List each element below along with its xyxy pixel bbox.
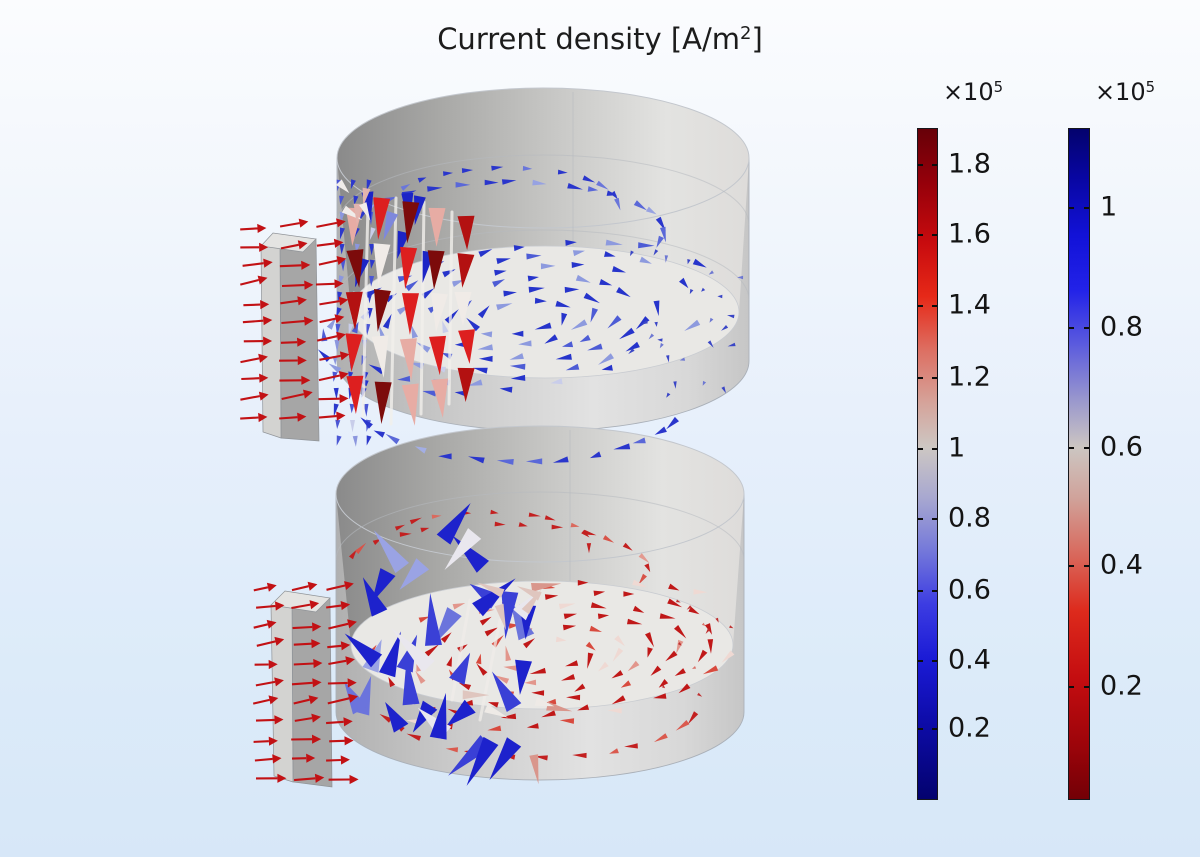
colorbar-tick [932, 377, 937, 380]
colorbar-tick [1069, 207, 1074, 210]
top-red-columns [345, 197, 475, 426]
top-rim-blue-arc-inner [400, 165, 621, 211]
colorbar-tick-label: 0.2 [1100, 670, 1143, 702]
plot-title: Current density [A/m2] [437, 22, 763, 56]
colorbar-tick-label: 1.2 [948, 361, 991, 393]
bottom-pink-medium [462, 582, 573, 785]
colorbar-tick [932, 517, 937, 520]
bottom-right-sparse [661, 599, 734, 697]
colorbar-tick [932, 164, 937, 167]
colorbar-tick [918, 517, 923, 520]
colorbar-tick [1069, 326, 1074, 329]
colorbar-tick [1084, 207, 1089, 210]
colorbar-tick [918, 234, 923, 237]
colorbar-tick [1084, 326, 1089, 329]
bottom-bottom-red-arc [379, 711, 699, 761]
colorbar-tick [918, 447, 923, 450]
colorbar-tick [932, 659, 937, 662]
colorbar-tick-label: 0.6 [1100, 431, 1143, 463]
top-pink-accents [335, 179, 371, 226]
colorbar-tick [932, 589, 937, 592]
colorbar-tick [918, 589, 923, 592]
colorbar-tick-label: 1.4 [948, 289, 991, 321]
colorbar-multiplier: ×105 [1094, 77, 1156, 106]
colorbar-tick [918, 304, 923, 307]
colorbar-tick-label: 0.8 [948, 502, 991, 534]
colorbar-tick [1084, 564, 1089, 567]
electrode-arrows-bottom [252, 581, 359, 785]
colorbar-tick-label: 1 [948, 432, 966, 464]
top-right-sparse [628, 249, 744, 398]
colorbar-tick [1069, 447, 1074, 450]
colorbar-tick [918, 377, 923, 380]
bottom-blue-thick [344, 503, 539, 786]
colorbar-tick [1084, 685, 1089, 688]
colorbar-tick [918, 164, 923, 167]
colorbar-tick-label: 0.2 [948, 712, 991, 744]
colorbar-tick [1069, 685, 1074, 688]
colorbar-right [1068, 128, 1090, 800]
colorbar-tick-label: 0.8 [1100, 311, 1143, 343]
colorbar-tick [918, 659, 923, 662]
bottom-rim-red-arc-outer [349, 521, 651, 585]
colorbar-tick [932, 234, 937, 237]
colorbar-tick [932, 447, 937, 450]
bottom-red-loops [367, 579, 735, 731]
colorbar-tick [932, 304, 937, 307]
colorbar-tick-label: 0.6 [948, 574, 991, 606]
colorbar-tick-label: 1.8 [948, 148, 991, 180]
bottom-rim-red-arc-inner [394, 509, 592, 554]
top-white-streaks [361, 196, 454, 426]
colorbar-tick [918, 728, 923, 731]
colorbar-multiplier: ×105 [942, 77, 1004, 106]
colorbar-tick [1084, 447, 1089, 450]
colorbar-tick [932, 728, 937, 731]
colorbar-tick [1069, 564, 1074, 567]
colorbar-tick-label: 1 [1100, 191, 1118, 223]
top-bottom-blue-arc [360, 416, 679, 465]
electrode-arrows-top [240, 218, 350, 423]
electrode-top [260, 232, 320, 442]
colorbar-left [917, 128, 938, 800]
colorbar-tick-label: 0.4 [1100, 549, 1143, 581]
colorbar-tick-label: 1.6 [948, 218, 991, 250]
bottom-white-streaks [450, 598, 502, 722]
colorbar-tick-label: 0.4 [948, 644, 991, 676]
